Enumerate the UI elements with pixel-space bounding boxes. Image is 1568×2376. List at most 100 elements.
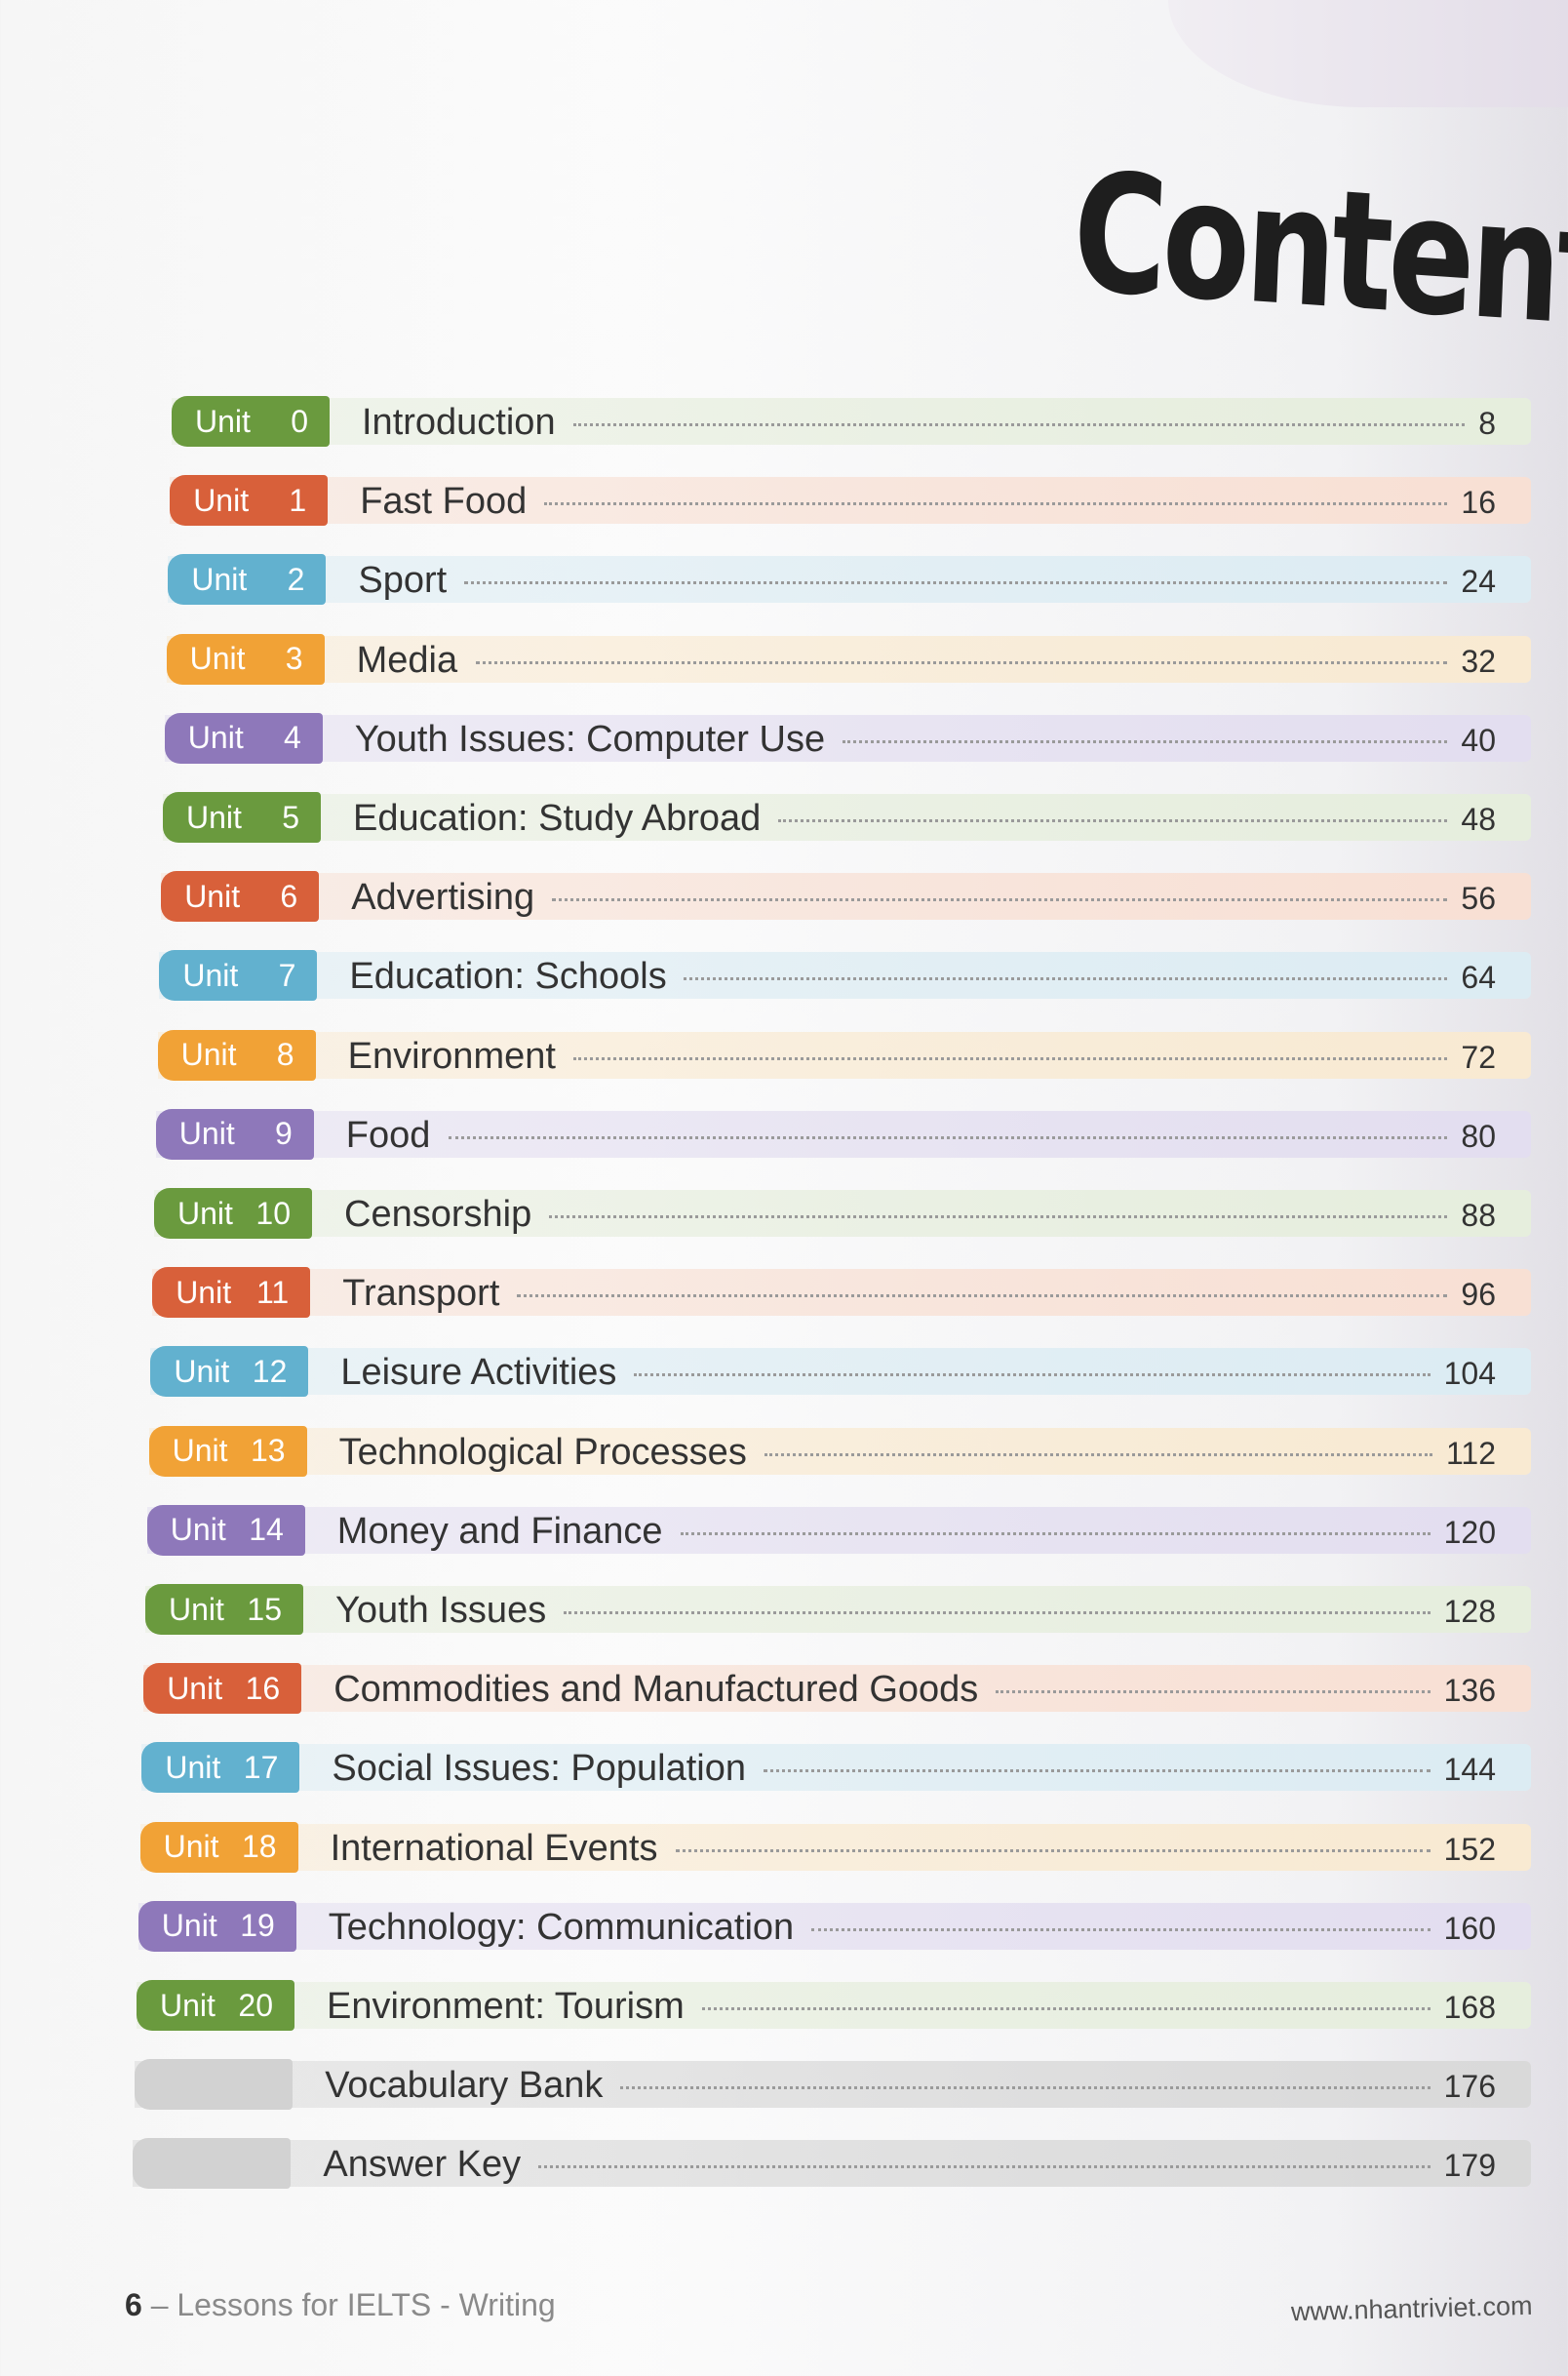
- unit-badge: Unit 13: [148, 1425, 307, 1477]
- entry-bar: [143, 1665, 1531, 1713]
- unit-label: Unit: [172, 1433, 228, 1469]
- unit-label: Unit: [180, 1037, 237, 1073]
- entry-bar: [154, 1190, 1531, 1237]
- unit-number: 8: [276, 1037, 294, 1073]
- toc-entry[interactable]: Unit 6 Advertising 56: [161, 871, 1531, 923]
- toc-entry[interactable]: Unit 15 Youth Issues 128: [145, 1584, 1531, 1635]
- unit-badge: Unit 5: [163, 792, 321, 843]
- dot-leader: [702, 2007, 1431, 2010]
- toc-entry[interactable]: Unit 7 Education: Schools 64: [159, 950, 1531, 1002]
- unit-number: 19: [240, 1908, 275, 1944]
- entry-title: Environment: [347, 1035, 556, 1077]
- unit-badge: Unit 19: [137, 1900, 296, 1952]
- toc-entry[interactable]: Unit 17 Social Issues: Population 144: [141, 1742, 1531, 1794]
- unit-label: Unit: [169, 1591, 224, 1627]
- unit-number: 6: [280, 878, 298, 914]
- toc-entry[interactable]: Unit 16 Commodities and Manufactured Goo…: [143, 1663, 1531, 1715]
- entry-page-number: 179: [1443, 2148, 1496, 2184]
- dot-leader: [680, 1531, 1431, 1535]
- entry-page-number: 40: [1461, 722, 1496, 758]
- toc-entry[interactable]: Unit 0 Introduction 8: [172, 396, 1531, 447]
- toc-entry[interactable]: Unit 14 Money and Finance 120: [146, 1504, 1531, 1556]
- unit-label: Unit: [191, 561, 248, 597]
- unit-badge: Unit 6: [161, 871, 320, 923]
- entry-page-number: 48: [1461, 802, 1496, 837]
- page-corner-decoration: [1168, 0, 1568, 107]
- unit-label: Unit: [184, 878, 241, 914]
- unit-badge: Unit 9: [155, 1108, 314, 1160]
- toc-entry[interactable]: Unit 18 International Events 152: [139, 1821, 1531, 1873]
- dot-leader: [684, 977, 1448, 981]
- toc-entry[interactable]: Unit 3 Media 32: [166, 633, 1531, 685]
- toc-entry[interactable]: Unit 11 Transport 96: [152, 1267, 1531, 1319]
- entry-page-number: 112: [1445, 1435, 1496, 1471]
- toc-entry[interactable]: Unit 9 Food 80: [155, 1108, 1531, 1160]
- entry-title: Commodities and Manufactured Goods: [333, 1669, 979, 1711]
- toc-entry[interactable]: Answer Key 179: [133, 2138, 1531, 2190]
- unit-label: Unit: [182, 957, 239, 993]
- entry-title: Fast Food: [360, 481, 528, 523]
- toc-entry[interactable]: Unit 4 Youth Issues: Computer Use 40: [164, 712, 1531, 764]
- toc-entry[interactable]: Unit 8 Environment 72: [157, 1029, 1531, 1081]
- toc-entry[interactable]: Vocabulary Bank 176: [135, 2059, 1531, 2111]
- entry-bar: [168, 556, 1531, 604]
- unit-label: Unit: [165, 1749, 221, 1785]
- entry-bar: [161, 873, 1531, 921]
- entry-page-number: 136: [1443, 1673, 1496, 1709]
- entry-title: Education: Schools: [349, 956, 667, 998]
- toc-entry[interactable]: Unit 1 Fast Food 16: [170, 475, 1531, 527]
- dot-leader: [634, 1373, 1431, 1377]
- dot-leader: [544, 502, 1448, 506]
- unit-number: 10: [255, 1195, 291, 1231]
- toc-entry[interactable]: Unit 13 Technological Processes 112: [148, 1425, 1531, 1477]
- entry-bar: [170, 477, 1531, 525]
- entry-title: Technology: Communication: [328, 1906, 795, 1948]
- entry-page-number: 144: [1443, 1752, 1496, 1788]
- toc-entry[interactable]: Unit 12 Leisure Activities 104: [150, 1346, 1531, 1398]
- unit-badge: [135, 2059, 294, 2111]
- unit-number: 20: [238, 1987, 273, 2023]
- dot-leader: [842, 739, 1447, 743]
- unit-badge: Unit 10: [154, 1188, 312, 1239]
- dot-leader: [538, 2165, 1431, 2169]
- dot-leader: [475, 660, 1447, 664]
- entry-bar: [137, 1902, 1531, 1950]
- unit-label: Unit: [163, 1829, 219, 1865]
- entry-page-number: 80: [1461, 1118, 1496, 1154]
- entry-title: Censorship: [344, 1194, 532, 1235]
- unit-number: 18: [242, 1829, 277, 1865]
- entry-page-number: 24: [1461, 564, 1496, 600]
- unit-badge: Unit 8: [157, 1029, 316, 1081]
- toc-entry[interactable]: Unit 19 Technology: Communication 160: [137, 1900, 1531, 1952]
- unit-label: Unit: [189, 641, 246, 677]
- unit-number: 0: [291, 403, 308, 439]
- unit-label: Unit: [174, 1353, 230, 1389]
- unit-number: 7: [278, 957, 296, 993]
- unit-badge: Unit 0: [172, 396, 330, 447]
- unit-badge: Unit 4: [164, 712, 323, 764]
- entry-title: Money and Finance: [336, 1510, 663, 1552]
- unit-badge: Unit 16: [143, 1663, 302, 1715]
- unit-label: Unit: [170, 1512, 226, 1548]
- entry-page-number: 176: [1443, 2069, 1496, 2105]
- unit-number: 1: [289, 482, 307, 518]
- entry-bar: [159, 952, 1531, 1000]
- entry-title: Introduction: [362, 402, 556, 443]
- entry-title: Vocabulary Bank: [325, 2065, 604, 2107]
- entry-bar: [145, 1586, 1531, 1633]
- entry-page-number: 96: [1461, 1277, 1496, 1313]
- page-number: 6: [125, 2287, 142, 2322]
- entry-page-number: 152: [1443, 1831, 1496, 1867]
- toc-entry[interactable]: Unit 2 Sport 24: [168, 554, 1531, 606]
- footer-book-info: 6 – Lessons for IELTS - Writing: [125, 2287, 556, 2323]
- entry-page-number: 168: [1443, 1990, 1496, 2025]
- dot-leader: [549, 1215, 1447, 1218]
- toc-entry[interactable]: Unit 20 Environment: Tourism 168: [137, 1980, 1531, 2031]
- entry-page-number: 72: [1461, 1039, 1496, 1075]
- unit-badge: Unit 18: [139, 1821, 298, 1873]
- entry-bar: [157, 1031, 1531, 1079]
- unit-badge: Unit 11: [152, 1267, 311, 1319]
- dot-leader: [572, 1056, 1447, 1060]
- toc-entry[interactable]: Unit 10 Censorship 88: [154, 1188, 1531, 1239]
- toc-entry[interactable]: Unit 5 Education: Study Abroad 48: [163, 792, 1531, 843]
